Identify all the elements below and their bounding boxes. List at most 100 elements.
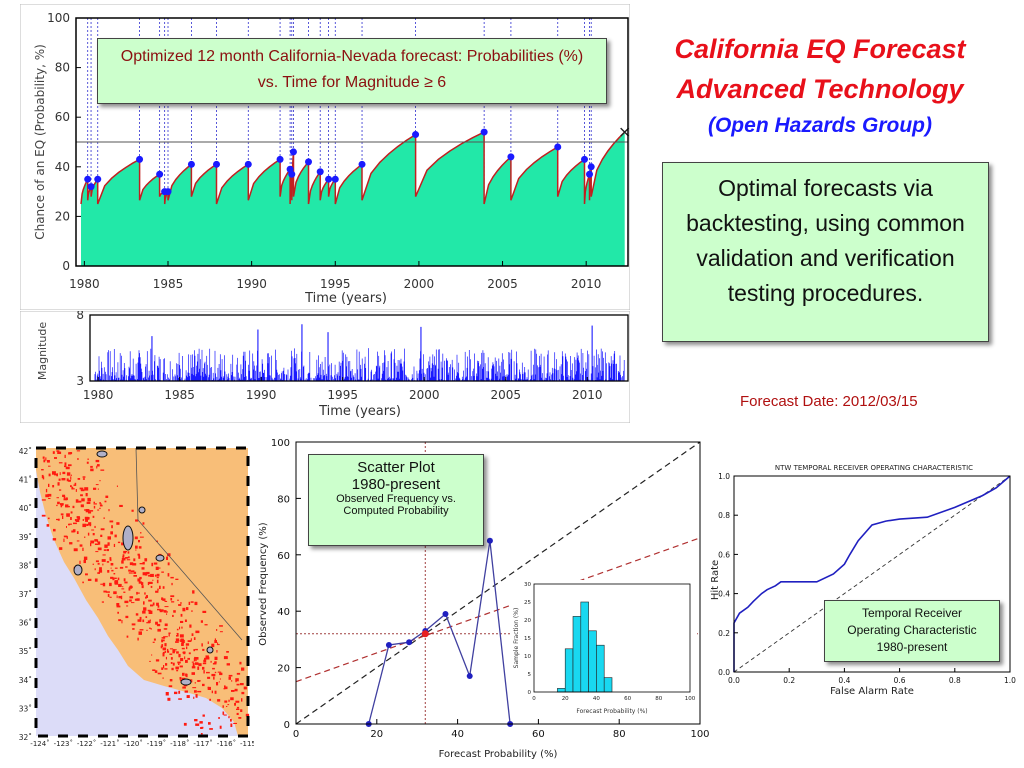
hotspot: [63, 496, 66, 499]
lake-outline: [96, 450, 108, 458]
hotspot: [149, 619, 151, 621]
hotspot: [195, 657, 199, 660]
lake-outline: [155, 554, 165, 562]
hotspot: [136, 591, 138, 595]
hotspot: [60, 513, 64, 516]
hotspot: [241, 691, 245, 695]
y-axis-label: Chance of an EQ (Probability, %): [33, 44, 47, 240]
hotspot: [156, 623, 161, 627]
hotspot: [122, 556, 125, 558]
hotspot: [123, 551, 127, 553]
hotspot: [117, 611, 119, 614]
hotspot: [161, 667, 164, 670]
hotspot: [174, 691, 178, 695]
forecast-caption-box: Optimized 12 month California-Nevada for…: [97, 38, 607, 104]
hotspot: [70, 474, 72, 476]
hotspot: [157, 672, 162, 675]
peak-marker: [244, 160, 252, 168]
hotspot: [97, 541, 101, 545]
hotspot: [194, 682, 196, 684]
hotspot: [100, 583, 104, 585]
hotspot: [82, 478, 85, 480]
hotspot: [192, 590, 195, 594]
hotspot: [116, 485, 118, 487]
roc-caption-line2: Operating Characteristic: [847, 623, 977, 637]
hotspot: [150, 628, 152, 630]
hotspot: [214, 661, 217, 664]
lake-outlines: [73, 450, 214, 686]
hotspot: [152, 641, 155, 643]
hotspot: [195, 662, 199, 665]
hotspot: [83, 559, 86, 564]
hotspot: [177, 661, 181, 664]
hotspot: [72, 488, 75, 490]
hotspot: [180, 658, 184, 662]
hotspot: [110, 576, 114, 579]
hotspot: [204, 658, 206, 661]
y-tick-label: 0.8: [718, 511, 730, 520]
hotspot: [107, 570, 110, 573]
hotspot: [126, 605, 129, 607]
hotspot: [84, 487, 89, 491]
scatter-point: [385, 642, 392, 649]
hotspot: [72, 505, 75, 509]
hotspot: [104, 544, 108, 548]
hotspot: [210, 660, 212, 663]
hotspot: [228, 674, 233, 677]
hotspot: [138, 578, 141, 580]
peak-markers: [84, 128, 595, 196]
hotspot: [97, 488, 99, 490]
y-tick-label: 40: [55, 160, 70, 174]
hotspot: [162, 598, 166, 601]
hotspot: [107, 536, 111, 540]
hotspot: [104, 500, 107, 503]
hotspot: [43, 459, 46, 463]
hotspot: [130, 570, 134, 572]
callout-box: Optimal forecasts via backtesting, using…: [662, 162, 989, 342]
inset-x-tick-labels: 0 20 40 60 80 100: [532, 696, 695, 702]
hotspot: [167, 573, 170, 577]
peak-marker: [358, 160, 366, 168]
peak-marker: [316, 168, 324, 176]
hotspot: [156, 573, 160, 577]
hotspot: [167, 648, 169, 653]
hotspot: [194, 690, 197, 693]
peak-marker: [581, 155, 589, 163]
observed-frequency-line: [368, 540, 511, 725]
hotspot: [194, 719, 198, 722]
hotspot: [151, 654, 153, 656]
hotspot: [106, 549, 109, 552]
hotspot: [151, 562, 154, 567]
hotspot: [62, 515, 64, 519]
y-tick-label: 0.6: [718, 550, 730, 559]
hotspot: [222, 705, 224, 708]
hotspot: [74, 519, 77, 522]
hotspot: [170, 657, 173, 660]
latitude-label: 32˚: [19, 733, 32, 742]
hotspot: [216, 650, 218, 653]
hotspot: [110, 567, 112, 569]
hotspot: [216, 682, 219, 686]
hotspot: [179, 677, 182, 680]
hotspot: [56, 473, 58, 477]
peak-marker: [187, 160, 195, 168]
hotspot: [157, 628, 161, 632]
inset-y-tick-label: 20: [524, 618, 531, 624]
longitude-label: -119˚: [147, 740, 166, 748]
x-tick-label: 40: [451, 729, 464, 740]
magnitude-series: [94, 324, 625, 381]
hotspot: [149, 627, 151, 629]
hotspot: [128, 587, 131, 591]
hotspot: [172, 649, 175, 654]
diagonal-line: [733, 475, 1011, 673]
hotspot: [100, 534, 103, 537]
hotspot: [66, 526, 67, 528]
hotspot: [41, 474, 44, 479]
x-tick-labels: 1980 1985 1990 1995 2000 2005 2010: [69, 261, 601, 291]
hotspot: [152, 579, 154, 581]
histogram-bar: [580, 601, 589, 693]
hotspot: [168, 685, 173, 688]
hotspot: [100, 469, 105, 471]
hotspot: [182, 639, 185, 643]
hotspot: [217, 671, 222, 673]
